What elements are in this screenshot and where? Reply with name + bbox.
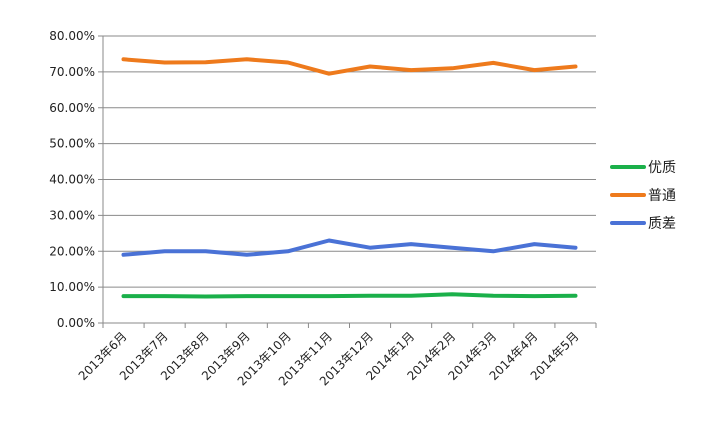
series-line-1 xyxy=(121,57,578,76)
legend-label: 优质 xyxy=(648,160,676,176)
y-tick-label: 10.00% xyxy=(49,280,95,294)
y-tick-label: 20.00% xyxy=(49,244,95,258)
legend-label: 普通 xyxy=(648,188,676,204)
series-lines xyxy=(121,57,578,299)
series-line-2 xyxy=(121,238,578,257)
y-tick-label: 0.00% xyxy=(57,316,95,330)
y-tick-label: 30.00% xyxy=(49,208,95,222)
y-tick-label: 70.00% xyxy=(49,65,95,79)
tick-labels: 0.00% 10.00% 20.00% 30.00% 40.00% 50.00% 60.00… xyxy=(49,29,581,388)
y-tick-label: 60.00% xyxy=(49,101,95,115)
series-line-0 xyxy=(121,292,578,299)
y-tick-label: 80.00% xyxy=(49,29,95,43)
axes xyxy=(98,35,597,328)
legend-label: 质差 xyxy=(648,216,676,232)
y-tick-label: 40.00% xyxy=(49,173,95,187)
y-tick-label: 50.00% xyxy=(49,137,95,151)
